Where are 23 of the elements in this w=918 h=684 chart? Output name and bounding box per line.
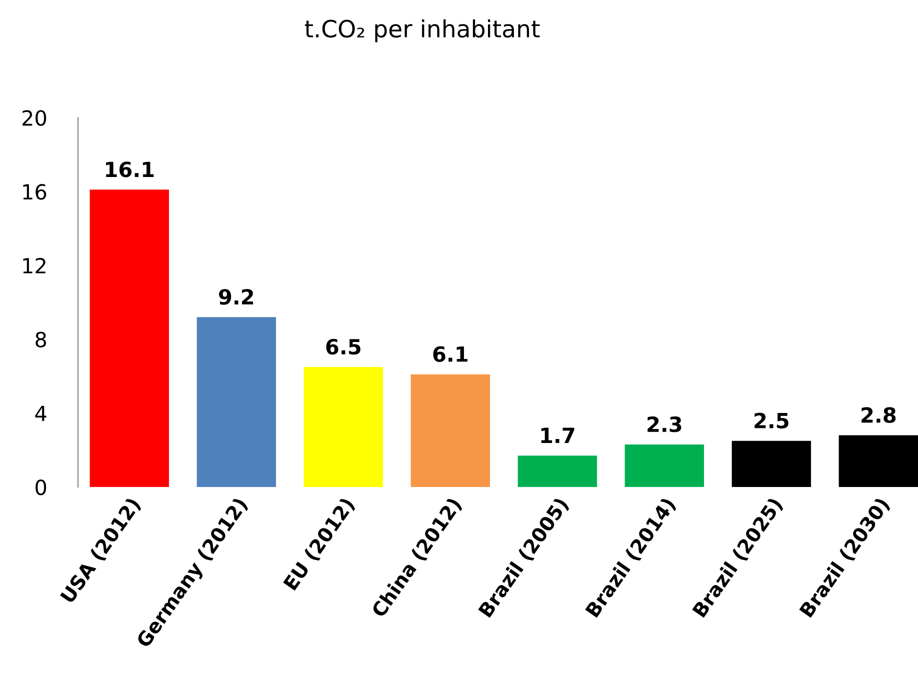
y-tick-label: 8	[36, 332, 46, 348]
y-tick-label: 4	[35, 406, 46, 422]
bar	[196, 317, 276, 488]
bar	[732, 440, 811, 488]
bar	[838, 435, 918, 488]
y-tick-label: 12	[23, 258, 46, 274]
bar	[518, 456, 597, 488]
data-label: 6.5	[326, 338, 360, 355]
data-label: 2.5	[754, 412, 788, 428]
data-label: 16.1	[106, 162, 154, 178]
data-label: 9.2	[219, 288, 254, 305]
data-label: 6.1	[433, 346, 468, 362]
bar	[90, 190, 169, 488]
bar	[624, 444, 704, 488]
chart-title: t.CO₂ per inhabitant	[304, 19, 540, 42]
bar	[410, 374, 490, 488]
data-label: 1.7	[541, 428, 574, 443]
y-tick-label: 20	[22, 110, 46, 126]
y-tick-label: 16	[23, 184, 46, 200]
y-tick-label: 0	[36, 479, 46, 496]
data-label: 2.8	[862, 407, 896, 423]
bar	[304, 366, 383, 488]
data-label: 2.3	[648, 416, 682, 432]
